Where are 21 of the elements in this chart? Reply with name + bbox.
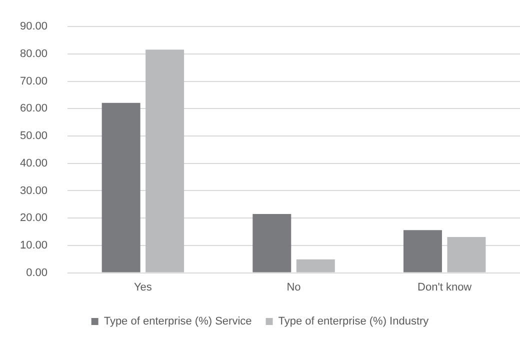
y-tick-label: 40.00	[20, 157, 48, 170]
bar	[146, 50, 184, 272]
y-tick-label: 70.00	[20, 75, 48, 88]
x-tick-label: No	[286, 281, 301, 294]
y-tick-label: 60.00	[20, 102, 48, 115]
bar	[447, 236, 486, 272]
y-tick-label: 0.00	[26, 266, 48, 279]
bar	[252, 214, 292, 272]
y-tick-label: 80.00	[20, 48, 48, 60]
bar	[296, 259, 335, 272]
legend-label: Type of enterprise (%) Industry	[278, 316, 430, 328]
y-tick-label: 90.00	[20, 20, 48, 33]
legend-label: Type of enterprise (%) Service	[104, 316, 252, 328]
y-tick-label: 30.00	[20, 184, 48, 197]
x-tick-label: Don't know	[418, 281, 472, 294]
x-tick-label: Yes	[134, 281, 152, 294]
bar	[102, 102, 140, 272]
y-tick-label: 50.00	[20, 130, 48, 142]
y-tick-label: 20.00	[20, 212, 48, 224]
bar	[403, 230, 442, 272]
y-tick-label: 10.00	[20, 239, 48, 252]
